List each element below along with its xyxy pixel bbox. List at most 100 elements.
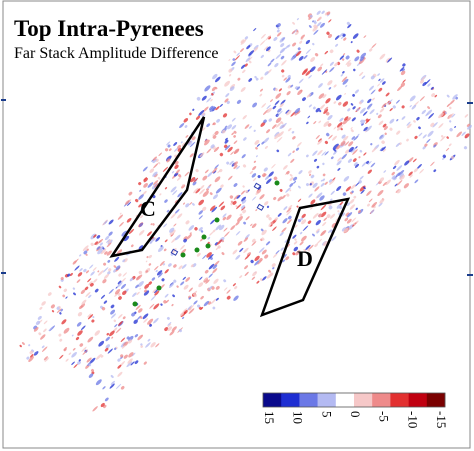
amplitude-speckle	[366, 190, 372, 196]
amplitude-speckle	[265, 34, 272, 41]
amplitude-speckle	[346, 21, 351, 26]
amplitude-speckle	[148, 281, 152, 285]
amplitude-speckle	[395, 99, 400, 104]
amplitude-speckle	[29, 350, 34, 355]
amplitude-speckle	[261, 237, 265, 241]
amplitude-speckle	[120, 337, 126, 343]
amplitude-speckle	[122, 272, 127, 277]
amplitude-speckle	[305, 70, 312, 76]
amplitude-speckle	[308, 75, 312, 79]
amplitude-speckle	[352, 33, 359, 39]
amplitude-speckle	[351, 136, 356, 140]
amplitude-speckle	[336, 160, 342, 166]
amplitude-speckle	[109, 330, 115, 337]
amplitude-speckle	[189, 202, 193, 205]
amplitude-speckle	[381, 140, 385, 144]
amplitude-speckle	[371, 201, 378, 208]
amplitude-speckle	[451, 113, 456, 118]
amplitude-speckle	[351, 117, 356, 122]
amplitude-speckle	[134, 334, 139, 338]
amplitude-speckle	[30, 354, 34, 358]
amplitude-speckle	[135, 198, 139, 203]
amplitude-speckle	[322, 162, 325, 166]
amplitude-speckle	[191, 136, 196, 141]
amplitude-speckle	[140, 215, 144, 219]
amplitude-speckle	[128, 228, 135, 235]
amplitude-speckle	[193, 187, 199, 194]
amplitude-speckle	[149, 303, 155, 309]
amplitude-speckle	[159, 193, 162, 196]
amplitude-speckle	[166, 158, 171, 163]
amplitude-speckle	[202, 175, 208, 181]
amplitude-speckle	[241, 196, 247, 202]
amplitude-speckle	[327, 123, 332, 127]
amplitude-speckle	[351, 217, 357, 223]
amplitude-speckle	[251, 276, 256, 280]
amplitude-speckle	[346, 218, 352, 224]
amplitude-speckle	[131, 312, 136, 317]
amplitude-speckle	[68, 352, 72, 355]
amplitude-speckle	[202, 254, 207, 260]
amplitude-speckle	[307, 220, 312, 224]
amplitude-speckle	[167, 321, 172, 326]
amplitude-speckle	[135, 304, 141, 310]
amplitude-speckle	[251, 241, 257, 246]
amplitude-speckle	[328, 205, 333, 210]
amplitude-speckle	[236, 203, 242, 210]
amplitude-speckle	[185, 277, 191, 282]
amplitude-speckle	[452, 94, 458, 100]
amplitude-speckle	[301, 219, 307, 225]
amplitude-speckle	[315, 219, 321, 226]
amplitude-speckle	[123, 354, 128, 359]
amplitude-speckle	[264, 201, 269, 206]
amplitude-speckle	[359, 56, 365, 62]
amplitude-speckle	[241, 154, 246, 159]
amplitude-speckle	[353, 68, 356, 72]
amplitude-speckle	[259, 194, 265, 200]
amplitude-speckle	[234, 55, 240, 61]
amplitude-speckle	[140, 345, 144, 348]
amplitude-speckle	[232, 200, 237, 205]
amplitude-speckle	[237, 240, 243, 246]
amplitude-speckle	[240, 48, 244, 53]
amplitude-speckle	[270, 221, 273, 225]
amplitude-speckle	[213, 260, 220, 267]
amplitude-speckle	[268, 118, 273, 122]
amplitude-speckle	[129, 277, 134, 282]
amplitude-speckle	[266, 129, 271, 134]
amplitude-speckle	[260, 40, 266, 46]
amplitude-speckle	[268, 269, 272, 273]
amplitude-speckle	[212, 229, 216, 233]
amplitude-speckle	[77, 312, 83, 317]
colorbar-swatch	[335, 393, 355, 407]
amplitude-speckle	[71, 334, 74, 337]
amplitude-speckle	[421, 109, 427, 115]
amplitude-speckle	[382, 181, 387, 187]
amplitude-speckle	[378, 87, 383, 92]
amplitude-speckle	[165, 299, 169, 304]
amplitude-speckle	[224, 80, 231, 87]
colorbar-border	[262, 392, 446, 408]
amplitude-speckle	[87, 314, 94, 320]
amplitude-speckle	[359, 107, 366, 114]
amplitude-speckle	[377, 73, 380, 76]
amplitude-speckle	[368, 198, 373, 203]
amplitude-speckle	[209, 106, 216, 112]
amplitude-speckle	[287, 44, 291, 48]
amplitude-speckle	[206, 188, 209, 192]
amplitude-speckle	[241, 206, 246, 211]
amplitude-speckle	[56, 308, 62, 314]
amplitude-speckle	[157, 176, 161, 180]
amplitude-speckle	[229, 86, 235, 91]
amplitude-speckle	[271, 263, 276, 268]
amplitude-speckle	[208, 105, 214, 111]
amplitude-speckle	[310, 57, 316, 62]
amplitude-speckle	[126, 361, 133, 368]
amplitude-speckle	[352, 106, 356, 110]
amplitude-speckle	[248, 50, 255, 56]
amplitude-speckle	[359, 119, 363, 123]
amplitude-speckle	[309, 183, 312, 186]
amplitude-speckle	[130, 361, 135, 366]
amplitude-speckle	[448, 113, 454, 119]
amplitude-speckle	[179, 312, 185, 317]
